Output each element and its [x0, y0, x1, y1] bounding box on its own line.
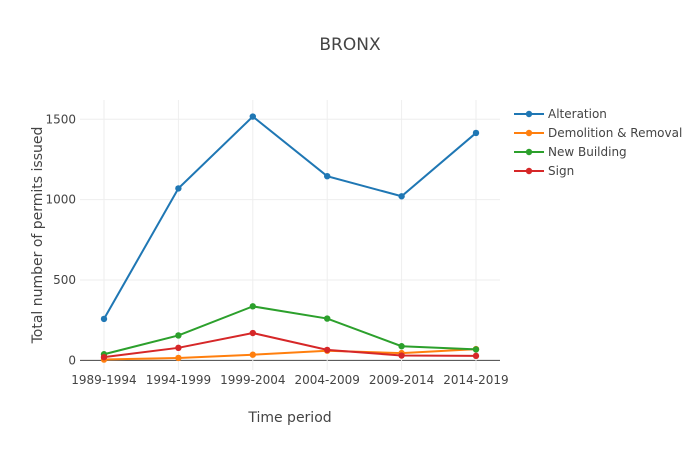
legend-label-alteration: Alteration: [548, 107, 607, 121]
data-point-new-building: [249, 303, 256, 310]
legend-marker-demolition-removal: [525, 129, 533, 137]
series-line-new-building: [103, 305, 477, 356]
legend-label-sign: Sign: [548, 164, 574, 178]
data-point-alteration: [100, 315, 108, 323]
series-line-alteration: [103, 115, 477, 320]
y-axis-ticks: 0 500 1000 1500: [45, 112, 76, 367]
y-axis-title: Total number of permits issued: [30, 127, 46, 345]
data-point-sign: [249, 329, 256, 337]
legend-marker-alteration: [525, 110, 533, 118]
data-point-new-building: [175, 332, 182, 339]
x-axis-ticks: 1989-1994 1994-1999 1999-2004 2004-2009 2009…: [71, 373, 508, 387]
data-point-alteration: [472, 129, 480, 137]
x-tick-label: 2004-2009: [294, 373, 359, 387]
data-point-sign: [324, 346, 331, 354]
data-point-demolition-removal: [175, 354, 182, 362]
data-point-new-building: [472, 346, 480, 353]
y-tick-label: 1000: [45, 193, 76, 207]
data-point-alteration: [398, 193, 405, 200]
x-tick-label: 1994-1999: [146, 373, 211, 387]
data-point-sign: [175, 344, 182, 352]
legend-label-demolition-removal: Demolition & Removal: [548, 126, 682, 140]
x-tick-label: 2009-2014: [369, 373, 434, 387]
data-point-new-building: [324, 315, 331, 322]
data-point-sign: [100, 353, 108, 361]
data-point-demolition-removal: [249, 351, 256, 358]
data-point-sign: [398, 352, 405, 359]
chart-title: BRONX: [319, 35, 381, 55]
series-group: [100, 113, 480, 363]
x-axis-title: Time period: [247, 410, 331, 426]
data-point-alteration: [324, 172, 331, 180]
data-point-alteration: [249, 113, 256, 120]
series-line-demolition-removal: [103, 348, 477, 361]
y-tick-label: 0: [68, 353, 76, 367]
x-tick-label: 1999-2004: [220, 373, 285, 387]
legend-marker-new-building: [525, 148, 533, 156]
data-point-alteration: [175, 185, 182, 192]
data-point-new-building: [398, 343, 405, 350]
legend-marker-sign: [525, 167, 533, 175]
series-line-sign: [103, 332, 477, 359]
y-tick-label: 1500: [45, 112, 76, 126]
legend: Alteration Demolition & Removal New Buildi…: [514, 107, 682, 178]
y-tick-label: 500: [53, 273, 76, 287]
data-point-sign: [472, 352, 480, 360]
gridlines: [80, 100, 500, 370]
x-tick-label: 2014-2019: [443, 373, 508, 387]
x-tick-label: 1989-1994: [71, 373, 136, 387]
legend-label-new-building: New Building: [548, 145, 627, 159]
